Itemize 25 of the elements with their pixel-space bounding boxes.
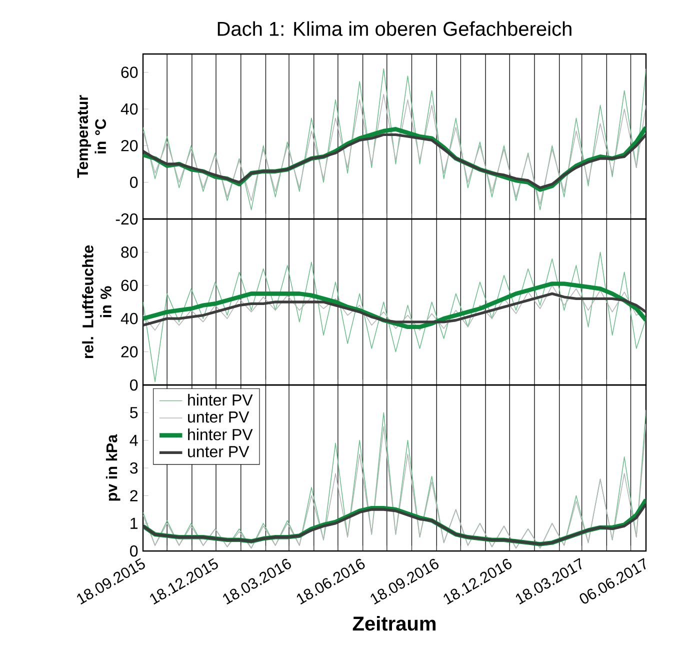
y-axis-title: rel. Luftfeuchte in % [82, 245, 112, 358]
legend-label: hinter PV [188, 428, 253, 440]
legend-label: unter PV [188, 412, 250, 423]
y-tick-label: 40 [120, 312, 138, 324]
y-tick-label: 80 [121, 246, 138, 258]
legend-label: unter PV [188, 446, 250, 458]
y-tick-label: 0 [130, 545, 138, 557]
y-tick-label: 5 [130, 407, 138, 418]
y-axis-title: Temperatur in °C [77, 95, 106, 178]
y-tick-label: 60 [121, 66, 138, 78]
y-tick-label: 20 [121, 140, 138, 152]
x-axis-title: Zeitraum [352, 616, 436, 631]
y-tick-label: 60 [121, 280, 138, 292]
y-tick-label: -20 [116, 213, 138, 225]
chart-title: Dach 1: Klima im oberen Gefachbereich [218, 21, 572, 36]
y-tick-label: 1 [130, 518, 138, 529]
y-tick-label: 40 [120, 103, 138, 115]
y-tick-label: 4 [130, 434, 138, 446]
y-axis-title: pv in kPa [106, 434, 120, 501]
y-tick-label: 2 [130, 490, 138, 502]
y-tick-label: 0 [130, 379, 138, 391]
y-tick-label: 20 [121, 346, 138, 358]
y-tick-label: 0 [130, 176, 138, 188]
y-tick-label: 3 [130, 462, 138, 474]
legend-label: hinter PV [188, 394, 253, 406]
